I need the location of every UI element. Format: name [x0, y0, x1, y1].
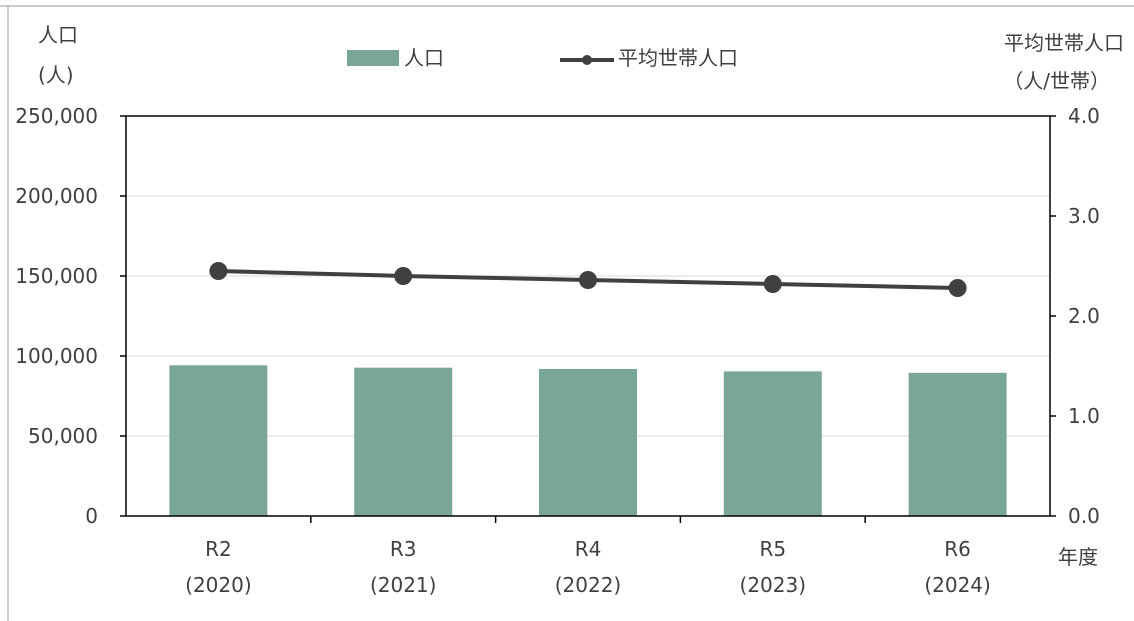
y-right-tick-label: 3.0 — [1068, 204, 1100, 228]
bar-r3 — [354, 367, 453, 516]
y-left-tick-label: 50,000 — [28, 424, 98, 448]
y-left-tick-label: 150,000 — [15, 264, 98, 288]
household-point-r5 — [763, 275, 782, 293]
x-tick-sublabel-r3: (2021) — [370, 573, 437, 597]
y-left-ticks: 0 50,000 100,000 150,000 200,000 250,000 — [15, 104, 126, 528]
x-tick-label-r3: R3 — [390, 537, 417, 561]
x-tick-label-r6: R6 — [944, 537, 971, 561]
x-ticks: R2 (2020) R3 (2021) R4 (2022) R5 (2023) R6 (2024) — [185, 516, 991, 597]
household-point-r2 — [209, 262, 228, 280]
x-tick-label-r5: R5 — [759, 537, 786, 561]
bar-r2 — [169, 365, 268, 516]
y-left-tick-label: 100,000 — [15, 344, 98, 368]
bar-r4 — [539, 368, 637, 516]
bar-r6 — [908, 372, 1007, 516]
y-left-title-line1: 人口 — [38, 23, 78, 47]
y-left-tick-label: 0 — [85, 504, 98, 528]
household-point-r4 — [579, 271, 597, 289]
x-tick-sublabel-r5: (2023) — [740, 573, 807, 597]
y-left-tick-label: 250,000 — [15, 104, 98, 128]
y-right-tick-label: 1.0 — [1068, 404, 1100, 428]
y-left-title-line2: (人) — [38, 63, 74, 87]
legend-label-household: 平均世帯人口 — [618, 46, 738, 70]
x-axis-title: 年度 — [1058, 545, 1098, 569]
y-right-tick-label: 0.0 — [1068, 504, 1100, 528]
bar-r5 — [723, 371, 822, 516]
x-tick-sublabel-r6: (2024) — [924, 573, 991, 597]
x-tick-label-r4: R4 — [575, 537, 602, 561]
legend-swatch-population — [347, 50, 399, 66]
household-point-r3 — [394, 267, 413, 285]
bars-population — [169, 365, 1007, 516]
y-right-tick-label: 2.0 — [1068, 304, 1100, 328]
x-tick-label-r2: R2 — [205, 537, 232, 561]
x-tick-sublabel-r2: (2020) — [185, 573, 252, 597]
y-left-tick-label: 200,000 — [15, 184, 98, 208]
household-point-r6 — [948, 279, 967, 297]
y-right-ticks: 0.0 1.0 2.0 3.0 4.0 — [1050, 104, 1100, 528]
legend-label-population: 人口 — [404, 46, 444, 70]
x-tick-sublabel-r4: (2022) — [555, 573, 622, 597]
y-right-title-line2: （人/世帯） — [1003, 69, 1110, 93]
legend-swatch-household-marker — [582, 55, 592, 65]
y-right-tick-label: 4.0 — [1068, 104, 1100, 128]
legend: 人口 平均世帯人口 — [347, 46, 738, 70]
y-right-title-line1: 平均世帯人口 — [1004, 31, 1124, 55]
line-avg-household — [209, 262, 967, 297]
